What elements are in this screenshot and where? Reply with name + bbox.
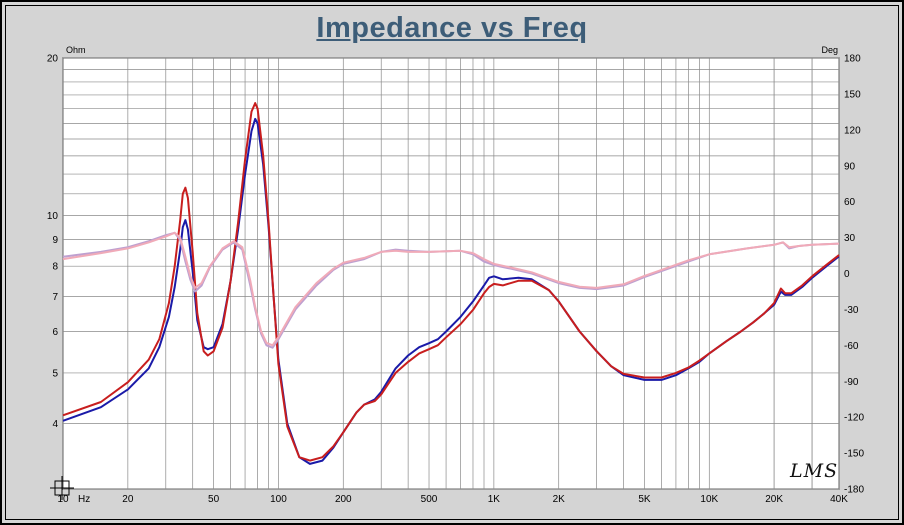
lms-logo: LMS bbox=[790, 460, 839, 482]
plot-area bbox=[62, 57, 840, 490]
y-left-tick-label: 6 bbox=[52, 327, 58, 338]
x-tick-label: 200 bbox=[335, 494, 352, 505]
y-right-tick-label: -30 bbox=[844, 305, 859, 316]
y-right-tick-label: 60 bbox=[844, 197, 856, 208]
x-tick-label: 20 bbox=[122, 494, 134, 505]
grid-lines bbox=[62, 57, 840, 490]
y-right-tick-label: 30 bbox=[844, 233, 856, 244]
y-left-tick-label: 9 bbox=[52, 235, 58, 246]
x-tick-label: 40K bbox=[830, 494, 848, 505]
x-tick-label: 100 bbox=[270, 494, 287, 505]
axis-labels: 10 20 50 100 200 500 1K 2K 5K 10K 20K 40KHz45678910… bbox=[47, 45, 865, 505]
y-left-tick-label: 4 bbox=[52, 419, 58, 430]
phase-series-2 bbox=[62, 231, 840, 349]
y-right-tick-label: 150 bbox=[844, 89, 861, 100]
chart-title: Impedance vs Freq bbox=[316, 12, 588, 44]
y-right-tick-label: 0 bbox=[844, 269, 850, 280]
y-right-tick-label: 120 bbox=[844, 125, 861, 136]
y-right-tick-label: -60 bbox=[844, 341, 859, 352]
impedance-series-1 bbox=[62, 102, 840, 462]
y-right-tick-label: 180 bbox=[844, 54, 861, 65]
x-unit-label: Hz bbox=[78, 494, 90, 505]
x-tick-label: 500 bbox=[421, 494, 438, 505]
y-right-tick-label: -90 bbox=[844, 377, 859, 388]
y-right-tick-label: -150 bbox=[844, 449, 864, 460]
y-left-tick-label: 8 bbox=[52, 262, 58, 273]
y-right-tick-label: -180 bbox=[844, 485, 864, 496]
y-left-tick-label: 5 bbox=[52, 368, 58, 379]
x-tick-label: 10K bbox=[700, 494, 718, 505]
y-right-tick-label: -120 bbox=[844, 413, 864, 424]
y-right-unit-label: Deg bbox=[821, 45, 838, 55]
y-right-tick-label: 90 bbox=[844, 161, 856, 172]
x-tick-label: 50 bbox=[208, 494, 220, 505]
crosshair-icon[interactable] bbox=[50, 476, 74, 500]
y-left-tick-label: 7 bbox=[52, 292, 58, 303]
x-tick-label: 2K bbox=[553, 494, 566, 505]
phase-series-3 bbox=[62, 231, 840, 347]
x-tick-label: 1K bbox=[488, 494, 501, 505]
y-left-tick-label: 10 bbox=[47, 211, 59, 222]
series-group bbox=[62, 102, 840, 465]
y-left-tick-label: 20 bbox=[47, 54, 59, 65]
x-tick-label: 5K bbox=[638, 494, 651, 505]
y-left-unit-label: Ohm bbox=[66, 45, 86, 55]
x-tick-label: 10 bbox=[57, 494, 69, 505]
x-tick-label: 20K bbox=[765, 494, 783, 505]
